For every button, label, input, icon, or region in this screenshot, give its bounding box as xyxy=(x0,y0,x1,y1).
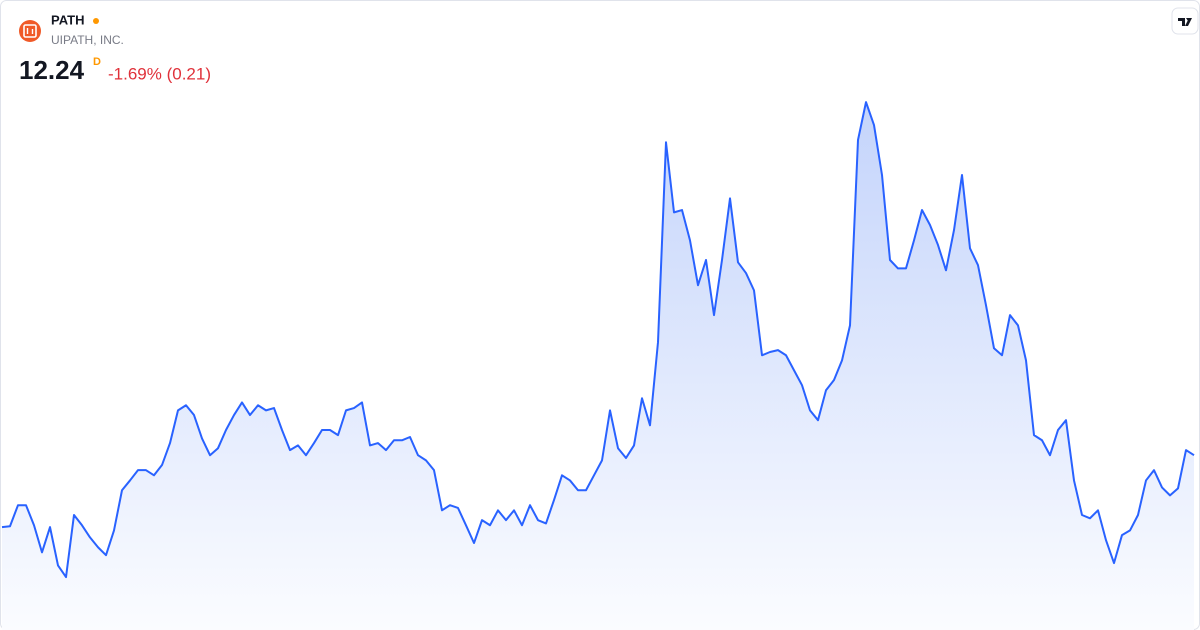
plot-area: AprMayJunJulAugSepOctNovDec2026FebMar xyxy=(1,101,1195,630)
logo xyxy=(19,20,41,42)
area-fill xyxy=(2,102,1194,630)
tv-logo[interactable] xyxy=(1171,7,1199,35)
interval: D xyxy=(93,56,101,68)
company-name: UIPATH, INC. xyxy=(51,33,124,47)
price: 12.24 xyxy=(19,55,85,85)
ticker: PATH xyxy=(51,12,84,27)
status-dot xyxy=(93,18,99,24)
price-line xyxy=(1,101,1195,579)
price-change: -1.69% (0.21) xyxy=(108,64,211,83)
